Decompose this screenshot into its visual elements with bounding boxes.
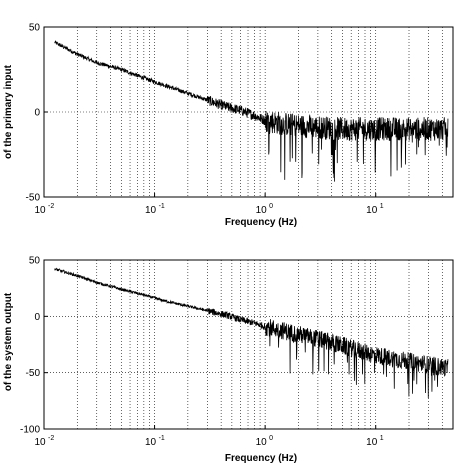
x-tick-exponent: 1 — [380, 435, 384, 442]
y-tick-label: 0 — [34, 312, 40, 323]
y-tick-label: 50 — [29, 23, 41, 34]
x-tick-exponent: 0 — [269, 203, 273, 210]
x-axis-label: Frequency (Hz) — [225, 453, 297, 464]
y-tick-label: -100 — [20, 425, 40, 436]
x-tick-label: 10 — [34, 437, 46, 448]
x-tick-exponent: -1 — [159, 203, 165, 210]
x-tick-label: 10 — [366, 205, 378, 216]
x-tick-label: 10 — [145, 205, 157, 216]
y-tick-label: -50 — [26, 193, 41, 204]
x-tick-exponent: -2 — [48, 435, 54, 442]
y-tick-label: -50 — [26, 368, 41, 379]
y-axis-label: of the primary input — [3, 64, 14, 159]
chart-system-output: of the system output Frequency (Hz) -100… — [3, 256, 454, 464]
x-tick-label: 10 — [34, 205, 46, 216]
x-tick-exponent: -2 — [48, 203, 54, 210]
axes-frame — [43, 259, 454, 430]
x-tick-label: 10 — [366, 437, 378, 448]
x-tick-exponent: 0 — [269, 435, 273, 442]
y-axis-label: of the system output — [3, 292, 14, 391]
x-tick-label: 10 — [256, 205, 268, 216]
x-tick-label: 10 — [145, 437, 157, 448]
series-line — [54, 40, 449, 182]
x-tick-label: 10 — [256, 437, 268, 448]
series-line — [54, 267, 449, 399]
x-axis-label: Frequency (Hz) — [225, 217, 297, 228]
chart-primary-input: of the primary input Frequency (Hz) -50 0… — [3, 23, 454, 228]
x-tick-exponent: 1 — [380, 203, 384, 210]
y-tick-label: 50 — [29, 256, 41, 267]
y-tick-label: 0 — [34, 108, 40, 119]
x-tick-exponent: -1 — [159, 435, 165, 442]
